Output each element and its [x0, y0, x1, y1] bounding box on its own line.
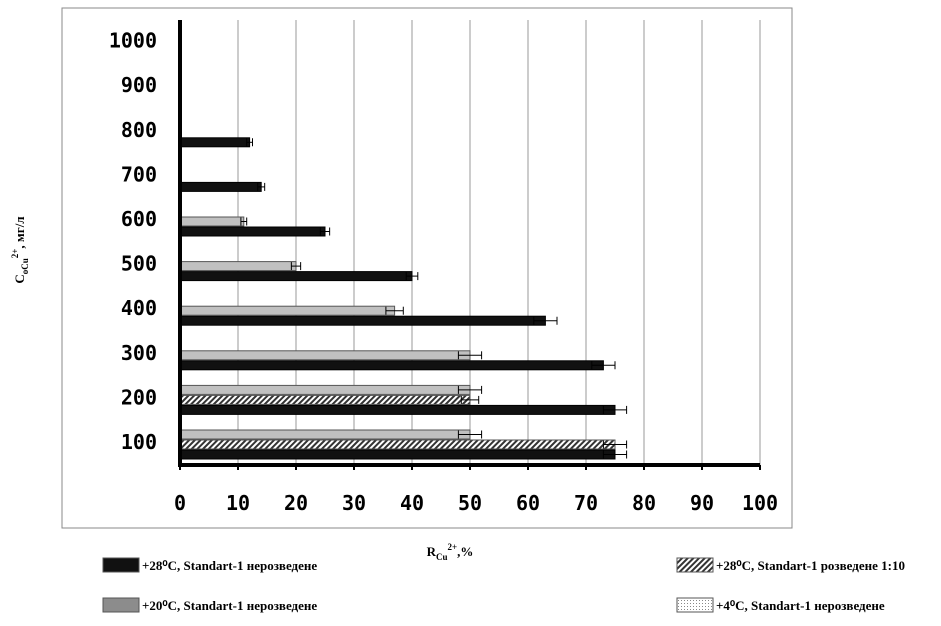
- legend-label: +20⁰C, Standart-1 нерозведене: [142, 598, 317, 613]
- bar: [179, 315, 546, 326]
- legend-item: +4⁰C, Standart-1 нерозведене: [676, 597, 885, 613]
- y-tick-label: 1000: [109, 29, 157, 53]
- y-tick-label: 700: [121, 162, 157, 186]
- legend-label: +28⁰C, Standart-1 нерозведене: [142, 558, 317, 573]
- axes: [178, 20, 761, 470]
- x-tick-label: 90: [690, 491, 714, 515]
- y-axis-title: CoCu2+, мг/л: [10, 216, 30, 283]
- error-bar: [457, 351, 483, 360]
- y-tick-label: 800: [121, 118, 157, 142]
- legend-swatch: [102, 557, 140, 573]
- error-bar: [246, 138, 253, 147]
- y-tick-labels: 100 200 300 400 500 600 700 800 900 1000: [109, 29, 157, 454]
- bar: [179, 404, 616, 415]
- error-bar: [460, 395, 480, 404]
- error-bar: [457, 385, 483, 394]
- bar: [179, 305, 396, 316]
- bar: [179, 271, 413, 282]
- y-tick-label: 500: [121, 252, 157, 276]
- x-tick-label: 70: [574, 491, 598, 515]
- legend-item: +28⁰C, Standart-1 розведене 1:10: [676, 557, 905, 573]
- legend-label: +28⁰C, Standart-1 розведене 1:10: [716, 558, 905, 573]
- error-bar: [240, 217, 248, 226]
- bar: [179, 394, 471, 405]
- legend: +28⁰C, Standart-1 нерозведене +28⁰C, Stan…: [102, 557, 905, 613]
- x-tick-label: 30: [342, 491, 366, 515]
- x-tick-label: 50: [458, 491, 482, 515]
- error-bar: [319, 227, 331, 236]
- bar: [179, 384, 471, 395]
- error-bar: [405, 272, 419, 281]
- y-tick-label: 300: [121, 341, 157, 365]
- x-tick-label: 20: [284, 491, 308, 515]
- bar: [179, 261, 297, 272]
- bar: [179, 360, 604, 371]
- error-bar: [602, 450, 628, 459]
- error-bar: [290, 262, 302, 271]
- bar: [179, 181, 262, 192]
- legend-swatch: [676, 597, 714, 613]
- y-tick-label: 100: [121, 430, 157, 454]
- bar: [179, 137, 251, 148]
- x-tick-label: 60: [516, 491, 540, 515]
- x-tick-label: 80: [632, 491, 656, 515]
- error-bar: [457, 430, 483, 439]
- legend-item: +20⁰C, Standart-1 нерозведене: [102, 597, 317, 613]
- error-bar: [385, 306, 404, 315]
- bar: [179, 439, 616, 450]
- x-axis-title: RCu2+,%: [427, 542, 474, 562]
- legend-label: +4⁰C, Standart-1 нерозведене: [716, 598, 885, 613]
- bar: [179, 350, 471, 361]
- bars: [179, 137, 628, 460]
- error-bar: [591, 361, 616, 370]
- bar: [179, 216, 245, 227]
- y-tick-label: 900: [121, 73, 157, 97]
- bar: [179, 429, 471, 440]
- x-tick-labels: 0 10 20 30 40 50 60 70 80 90 100: [174, 491, 778, 515]
- x-tick-label: 100: [742, 491, 778, 515]
- x-tick-label: 0: [174, 491, 186, 515]
- error-bar: [257, 182, 266, 191]
- error-bar: [602, 405, 628, 414]
- legend-swatch: [102, 597, 140, 613]
- error-bar: [533, 316, 558, 325]
- y-tick-label: 600: [121, 207, 157, 231]
- legend-swatch: [676, 557, 714, 573]
- y-tick-label: 400: [121, 296, 157, 320]
- bar: [179, 226, 326, 237]
- legend-item: +28⁰C, Standart-1 нерозведене: [102, 557, 317, 573]
- y-tick-label: 200: [121, 385, 157, 409]
- x-tick-label: 10: [226, 491, 250, 515]
- x-tick-label: 40: [400, 491, 424, 515]
- bar: [179, 449, 616, 460]
- error-bar: [602, 440, 628, 449]
